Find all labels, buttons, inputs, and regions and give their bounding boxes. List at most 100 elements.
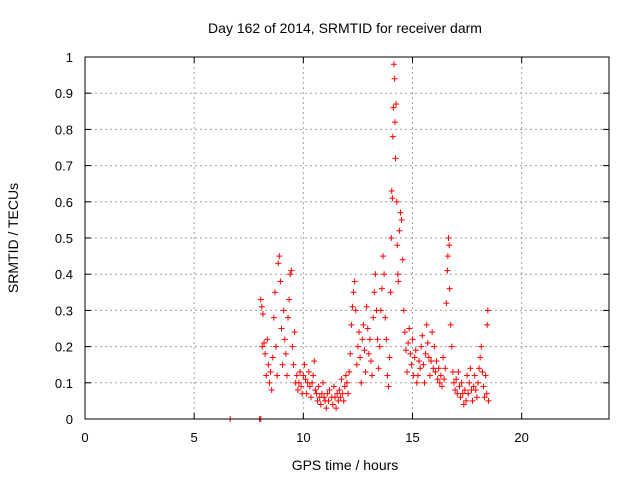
- data-point: [444, 253, 451, 260]
- data-point: [312, 387, 319, 394]
- data-point: [297, 368, 304, 375]
- data-point: [388, 235, 395, 241]
- data-point: [275, 260, 282, 267]
- data-point: [303, 390, 310, 397]
- data-point: [391, 75, 398, 82]
- data-point: [394, 271, 401, 278]
- data-point: [356, 329, 363, 336]
- data-point: [421, 379, 428, 386]
- data-point: [422, 350, 429, 357]
- data-point: [402, 347, 409, 354]
- data-point: [365, 350, 372, 357]
- y-tick-label: 0.9: [55, 86, 73, 101]
- data-point: [414, 372, 421, 379]
- data-point: [446, 242, 453, 249]
- data-point: [326, 387, 333, 394]
- data-point: [264, 336, 271, 343]
- data-point: [319, 379, 326, 386]
- y-tick-label: 0.2: [55, 340, 73, 355]
- data-point: [442, 365, 449, 372]
- data-point: [395, 278, 402, 285]
- data-point: [290, 361, 297, 368]
- data-point: [476, 365, 483, 372]
- x-axis-title: GPS time / hours: [292, 457, 399, 473]
- data-point: [449, 368, 456, 375]
- data-point: [317, 401, 324, 408]
- data-point: [285, 314, 292, 321]
- data-point: [412, 347, 419, 354]
- data-point: [349, 303, 356, 310]
- data-point: [283, 372, 290, 379]
- data-point: [419, 332, 426, 339]
- data-point: [352, 307, 359, 314]
- data-point: [289, 343, 296, 350]
- data-point: [288, 267, 295, 274]
- data-point: [279, 361, 286, 368]
- data-point: [431, 343, 438, 350]
- data-point: [389, 195, 396, 202]
- data-point: [432, 368, 439, 375]
- data-point: [325, 397, 332, 404]
- data-point: [441, 376, 448, 383]
- data-point: [311, 358, 318, 365]
- data-point: [453, 376, 460, 383]
- data-point: [457, 394, 464, 401]
- data-point: [438, 383, 445, 390]
- data-point: [482, 372, 489, 379]
- data-point: [420, 361, 427, 368]
- data-point: [281, 336, 288, 343]
- data-point: [345, 390, 352, 397]
- data-points: [227, 61, 492, 422]
- data-point: [473, 394, 480, 401]
- data-point: [266, 379, 273, 386]
- data-point: [475, 379, 481, 386]
- data-point: [324, 390, 331, 397]
- data-point: [351, 278, 358, 285]
- data-point: [370, 314, 377, 321]
- data-point: [381, 271, 388, 278]
- data-point: [471, 372, 478, 379]
- data-point: [364, 325, 371, 332]
- data-point: [394, 242, 401, 249]
- data-point: [426, 372, 433, 379]
- data-point: [269, 354, 276, 361]
- y-tick-label: 0.7: [55, 159, 73, 174]
- data-point: [408, 361, 415, 368]
- data-point: [467, 365, 474, 372]
- data-point: [484, 321, 491, 328]
- data-point: [313, 390, 320, 397]
- data-point: [389, 133, 396, 140]
- data-point: [407, 350, 414, 357]
- data-point: [458, 379, 465, 386]
- data-point: [380, 253, 387, 260]
- data-point: [294, 387, 301, 394]
- data-point: [354, 343, 361, 350]
- data-point: [413, 379, 420, 386]
- data-point: [396, 227, 403, 234]
- data-point: [273, 343, 280, 350]
- data-point: [485, 397, 492, 404]
- data-point: [481, 394, 488, 401]
- data-point: [274, 372, 281, 379]
- data-point: [265, 361, 272, 368]
- data-point: [434, 376, 441, 383]
- data-point: [306, 383, 313, 390]
- data-point: [404, 368, 411, 375]
- data-point: [293, 372, 300, 379]
- data-point: [399, 256, 406, 263]
- data-point: [456, 383, 463, 390]
- data-point: [387, 289, 394, 296]
- data-point: [479, 368, 486, 375]
- data-point: [342, 372, 349, 379]
- data-point: [277, 278, 284, 285]
- data-point: [307, 394, 314, 401]
- data-point: [483, 390, 490, 397]
- data-point: [466, 379, 473, 386]
- data-point: [440, 354, 447, 361]
- data-point: [390, 104, 397, 111]
- data-point: [464, 372, 471, 379]
- data-point: [430, 365, 437, 372]
- data-point: [447, 321, 454, 328]
- data-point: [376, 343, 383, 350]
